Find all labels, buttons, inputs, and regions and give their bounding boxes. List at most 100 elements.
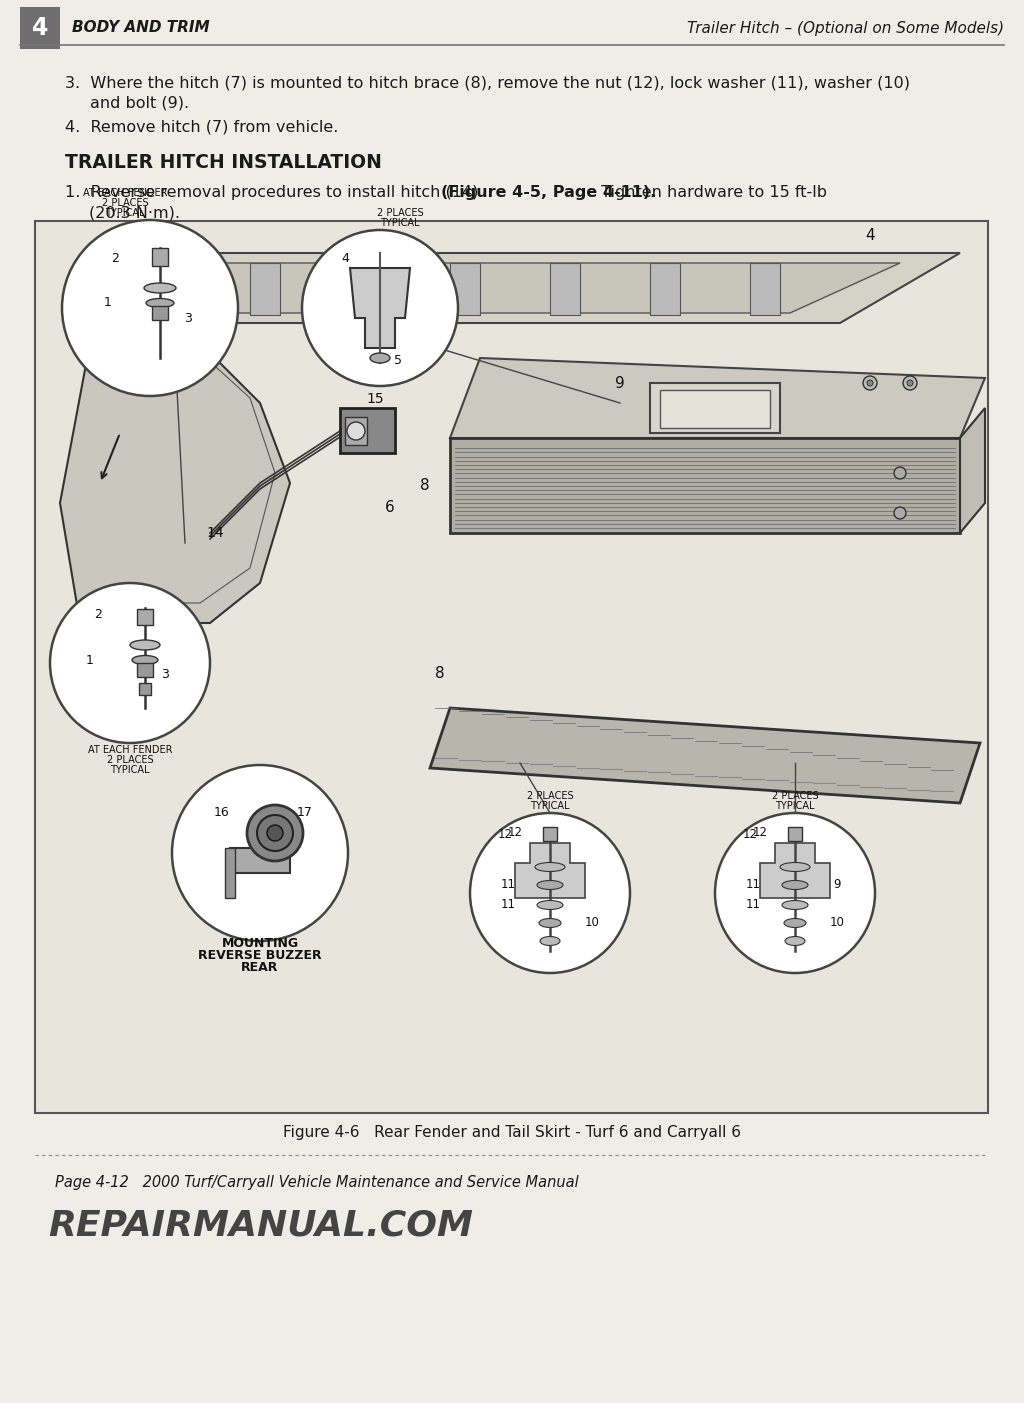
Text: Page 4-12   2000 Turf/Carryall Vehicle Maintenance and Service Manual: Page 4-12 2000 Turf/Carryall Vehicle Mai…: [55, 1174, 579, 1190]
Bar: [350, 262, 380, 316]
Bar: [35, 222, 988, 1113]
Text: 11: 11: [745, 878, 761, 891]
Text: and bolt (9).: and bolt (9).: [90, 95, 189, 109]
Text: 3.  Where the hitch (7) is mounted to hitch brace (8), remove the nut (12), lock: 3. Where the hitch (7) is mounted to hit…: [65, 74, 910, 90]
Circle shape: [172, 765, 348, 941]
Text: REAR: REAR: [242, 961, 279, 974]
Polygon shape: [90, 253, 961, 323]
Bar: [137, 609, 153, 624]
Bar: [660, 390, 770, 428]
Text: 3: 3: [184, 311, 191, 324]
Text: 16: 16: [214, 807, 229, 819]
Text: 1: 1: [104, 296, 112, 310]
Text: 12: 12: [498, 829, 512, 842]
Text: 1: 1: [86, 655, 94, 668]
Text: 2: 2: [94, 609, 102, 622]
Text: 2: 2: [111, 251, 119, 265]
Bar: [250, 262, 280, 316]
Ellipse shape: [130, 640, 160, 650]
Bar: [550, 262, 580, 316]
Text: 17: 17: [297, 807, 313, 819]
Circle shape: [302, 230, 458, 386]
Text: 4: 4: [865, 227, 874, 243]
Text: 9: 9: [615, 376, 625, 390]
Text: 2 PLACES: 2 PLACES: [772, 791, 818, 801]
Circle shape: [907, 380, 913, 386]
Ellipse shape: [146, 299, 174, 307]
Text: (20.3 N·m).: (20.3 N·m).: [89, 205, 180, 220]
Text: MOUNTING: MOUNTING: [221, 937, 299, 950]
Circle shape: [903, 376, 918, 390]
Bar: [137, 664, 153, 678]
Ellipse shape: [540, 936, 560, 946]
Text: 3: 3: [161, 668, 169, 682]
Ellipse shape: [784, 919, 806, 927]
Bar: [650, 383, 780, 434]
Text: 10: 10: [585, 916, 599, 930]
Bar: [20, 7, 60, 49]
Text: 4.  Remove hitch (7) from vehicle.: 4. Remove hitch (7) from vehicle.: [65, 121, 338, 135]
Bar: [345, 417, 367, 445]
Text: (Figure 4-5, Page 4-11).: (Figure 4-5, Page 4-11).: [441, 185, 656, 201]
Ellipse shape: [537, 881, 563, 890]
Bar: [543, 826, 557, 840]
Text: 6: 6: [385, 501, 395, 515]
Text: 4: 4: [32, 15, 48, 41]
Circle shape: [715, 812, 874, 974]
Bar: [139, 683, 151, 694]
Text: 2 PLACES: 2 PLACES: [526, 791, 573, 801]
Text: 4: 4: [341, 251, 349, 265]
Bar: [230, 847, 290, 873]
Text: 11: 11: [501, 878, 515, 891]
Text: 12: 12: [508, 826, 522, 839]
Text: AT EACH FENDER: AT EACH FENDER: [88, 745, 172, 755]
Text: REPAIRMANUAL.COM: REPAIRMANUAL.COM: [48, 1208, 473, 1242]
Text: 10: 10: [829, 916, 845, 930]
Text: TYPICAL: TYPICAL: [105, 208, 144, 217]
Circle shape: [863, 376, 877, 390]
Text: 14: 14: [206, 526, 224, 540]
Text: 11: 11: [501, 898, 515, 912]
Text: 5: 5: [394, 354, 402, 366]
Polygon shape: [430, 709, 980, 803]
Text: TRAILER HITCH INSTALLATION: TRAILER HITCH INSTALLATION: [65, 153, 382, 173]
Circle shape: [894, 467, 906, 478]
Text: Trailer Hitch – (Optional on Some Models): Trailer Hitch – (Optional on Some Models…: [687, 21, 1004, 35]
Circle shape: [257, 815, 293, 852]
Bar: [450, 262, 480, 316]
Circle shape: [894, 506, 906, 519]
Polygon shape: [60, 342, 290, 623]
Polygon shape: [961, 408, 985, 533]
Ellipse shape: [785, 936, 805, 946]
Circle shape: [62, 220, 238, 396]
Text: 1.  Reverse removal procedures to install hitch (14): 1. Reverse removal procedures to install…: [65, 185, 483, 201]
Circle shape: [470, 812, 630, 974]
Polygon shape: [350, 268, 410, 348]
Ellipse shape: [780, 863, 810, 871]
Text: 2 PLACES: 2 PLACES: [106, 755, 154, 765]
Bar: [650, 262, 680, 316]
Text: BODY AND TRIM: BODY AND TRIM: [72, 21, 210, 35]
Circle shape: [267, 825, 283, 840]
Circle shape: [247, 805, 303, 861]
Ellipse shape: [144, 283, 176, 293]
Text: TYPICAL: TYPICAL: [111, 765, 150, 774]
Bar: [340, 408, 395, 453]
Bar: [152, 248, 168, 267]
Text: 2 PLACES: 2 PLACES: [377, 208, 423, 217]
Circle shape: [867, 380, 873, 386]
Ellipse shape: [370, 354, 390, 363]
Bar: [225, 847, 234, 898]
Text: 12: 12: [742, 829, 758, 842]
Ellipse shape: [782, 881, 808, 890]
Text: 12: 12: [753, 826, 768, 839]
Polygon shape: [160, 262, 900, 313]
Text: TYPICAL: TYPICAL: [530, 801, 569, 811]
Polygon shape: [450, 358, 985, 438]
Ellipse shape: [132, 655, 158, 665]
Text: TYPICAL: TYPICAL: [775, 801, 815, 811]
Bar: [788, 826, 802, 840]
Ellipse shape: [782, 901, 808, 909]
Text: Figure 4-6   Rear Fender and Tail Skirt - Turf 6 and Carryall 6: Figure 4-6 Rear Fender and Tail Skirt - …: [283, 1125, 741, 1141]
Polygon shape: [760, 843, 830, 898]
